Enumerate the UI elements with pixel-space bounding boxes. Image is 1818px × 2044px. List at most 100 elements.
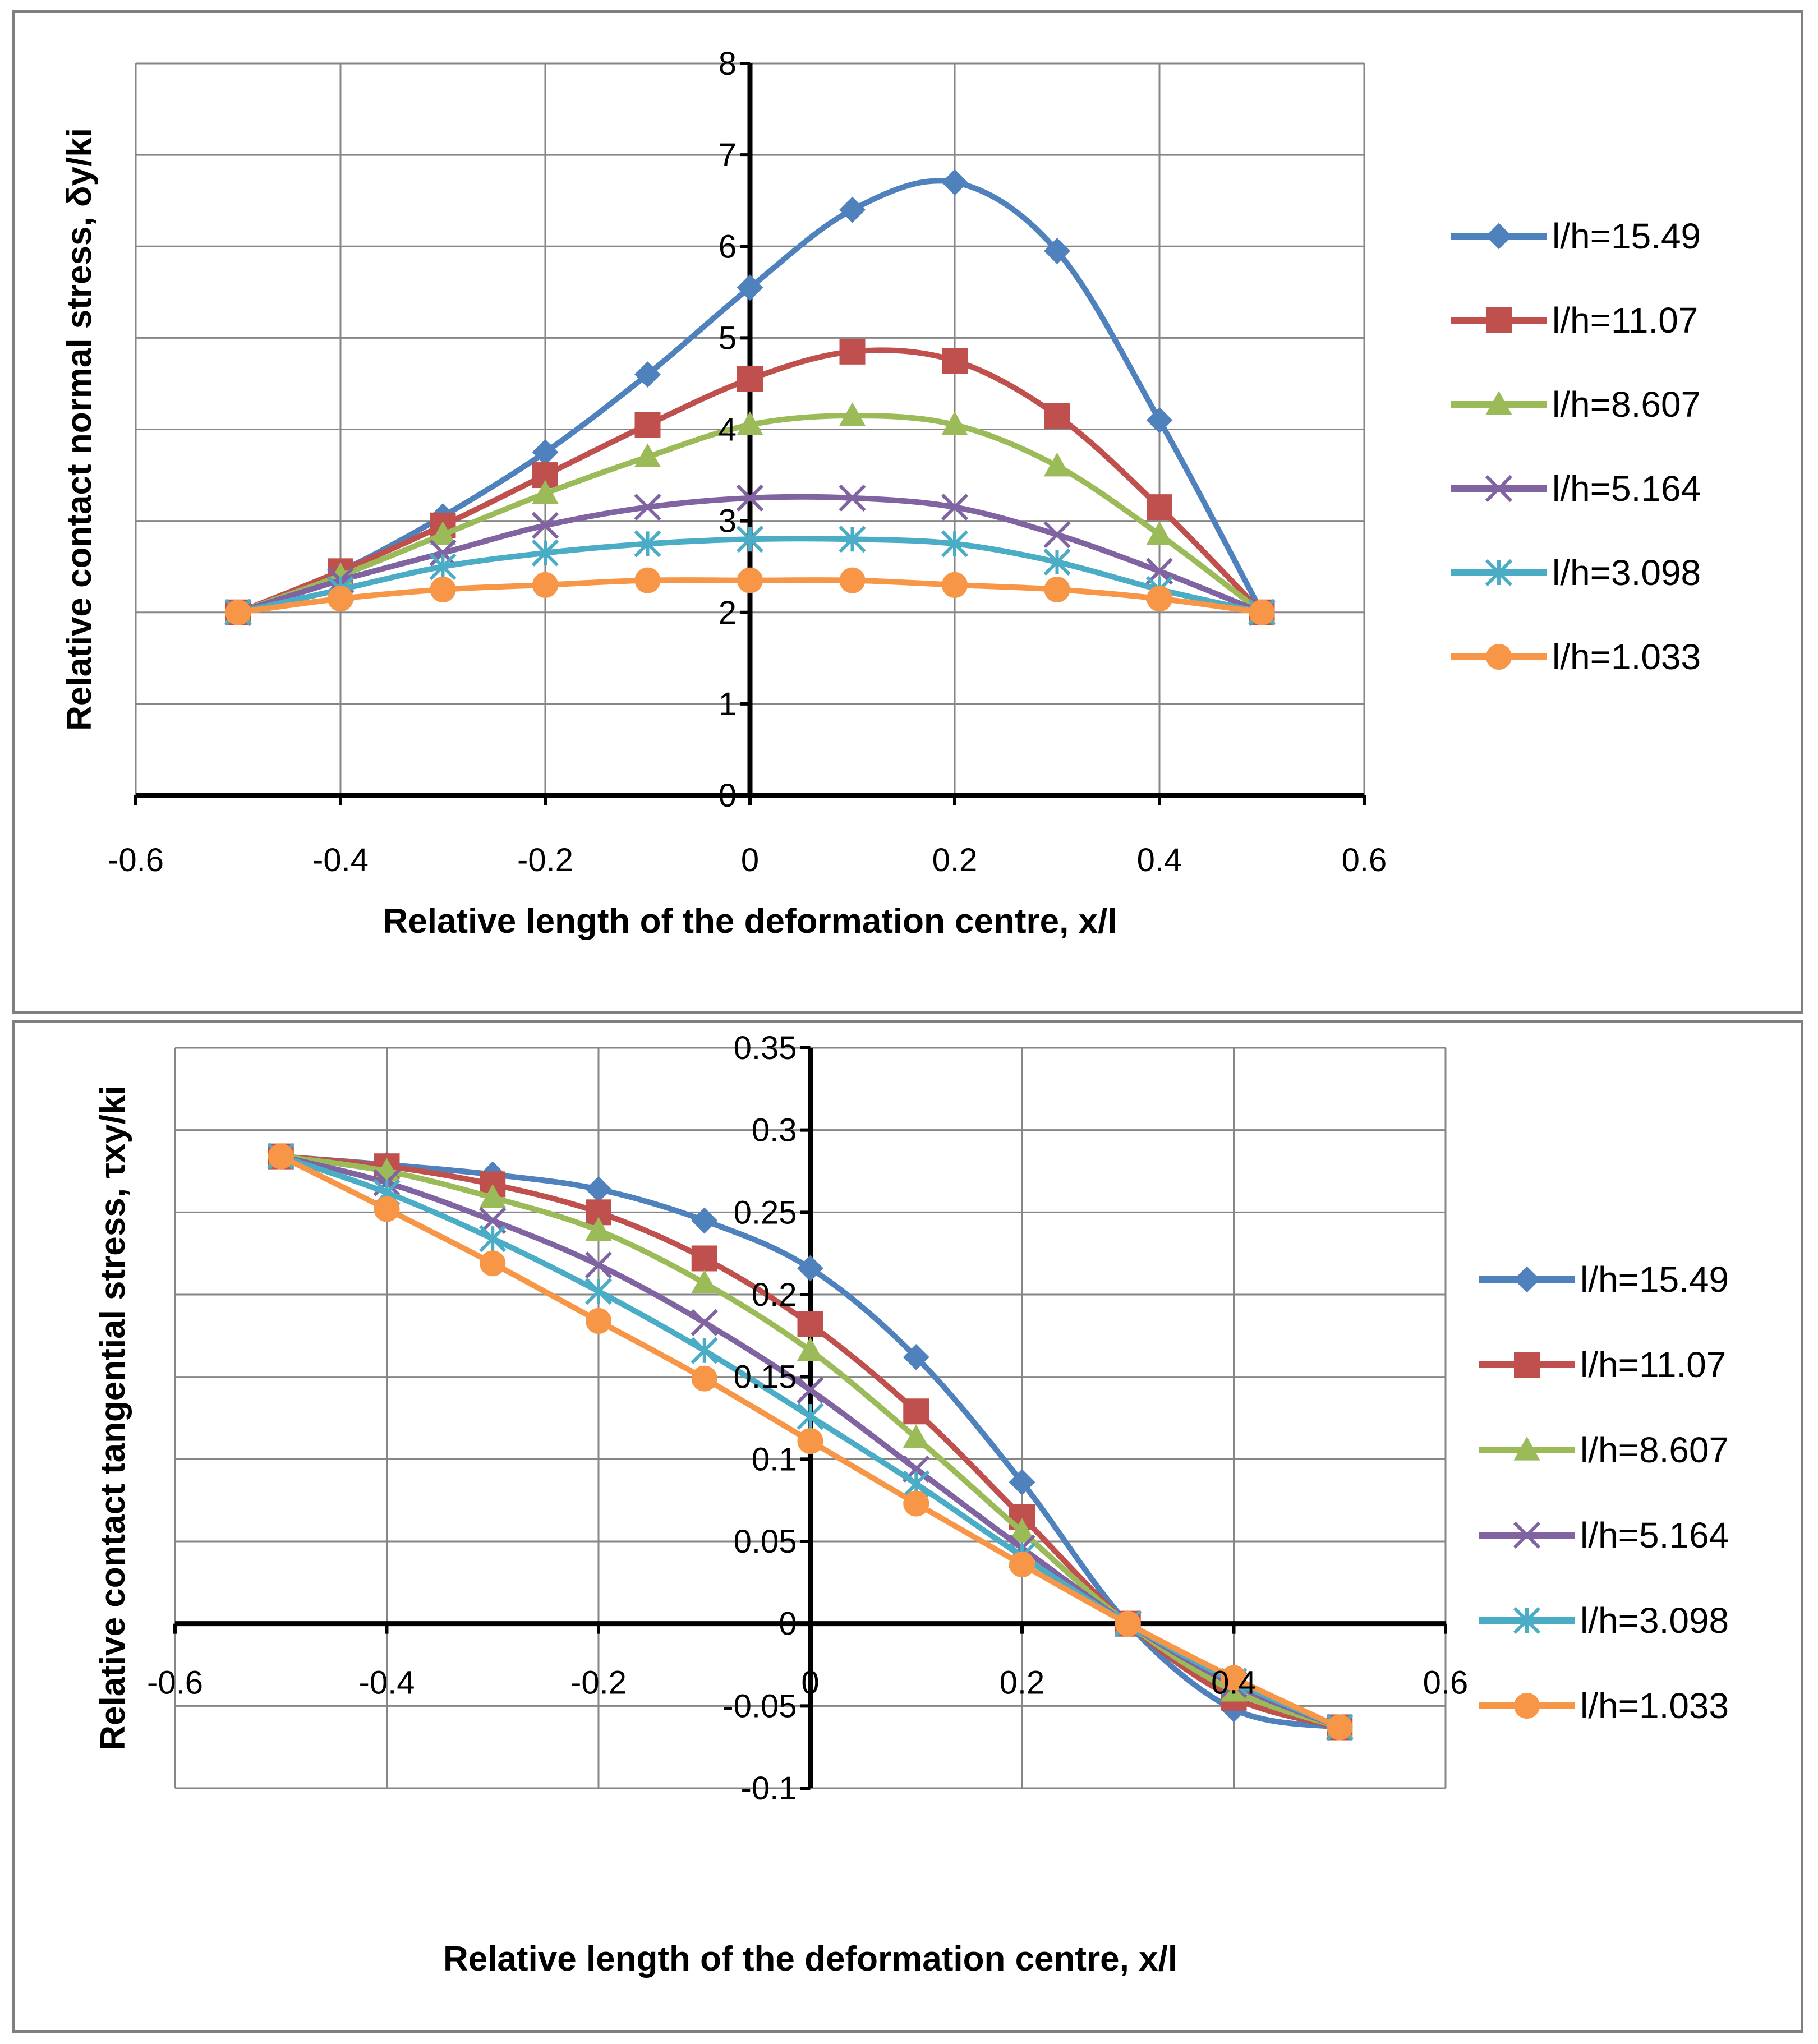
data-point-l-h-1-033 <box>1221 1665 1247 1691</box>
legend-label: l/h=1.033 <box>1580 1686 1729 1726</box>
data-point-l-h-8-607 <box>479 1184 506 1208</box>
legend-label: l/h=3.098 <box>1552 553 1701 593</box>
data-point-l-h-15-49 <box>903 1344 929 1370</box>
y-tick-label: 0.25 <box>734 1194 797 1231</box>
data-point-l-h-1-033 <box>1249 599 1275 625</box>
legend-item-l-h-1-033: l/h=1.033 <box>1479 1686 1729 1726</box>
data-point-l-h-5-164 <box>584 1251 613 1279</box>
data-point-l-h-8-607 <box>941 411 968 435</box>
x-axis-title: Relative length of the deformation centr… <box>383 902 1117 941</box>
x-tick-label: 0.4 <box>1137 842 1182 878</box>
chart-panel-tangential-stress: -0.6 -0.4 -0.2 0 0.2 0.4 0.6 -0.1 -0.05 0 0.05 0.1 0… <box>12 1020 1803 2033</box>
y-tick-label: -0.1 <box>741 1770 797 1807</box>
legend-label: l/h=15.49 <box>1552 216 1701 256</box>
data-point-l-h-11-07 <box>839 338 866 365</box>
legend-label: l/h=5.164 <box>1552 468 1701 509</box>
data-point-l-h-8-607 <box>1043 452 1071 477</box>
legend-item-l-h-8-607: l/h=8.607 <box>1479 1430 1729 1470</box>
data-point-l-h-8-607 <box>1146 521 1173 545</box>
legend-label: l/h=3.098 <box>1580 1600 1729 1641</box>
data-point-l-h-5-164 <box>839 484 866 512</box>
legend-marker <box>1513 1436 1540 1461</box>
data-point-l-h-11-07 <box>737 366 763 392</box>
data-point-l-h-1-033 <box>839 567 866 593</box>
data-point-l-h-15-49 <box>585 1176 612 1203</box>
data-point-l-h-11-07 <box>634 412 661 438</box>
x-tick-label: -0.6 <box>147 1665 203 1701</box>
legend-item-l-h-15-49: l/h=15.49 <box>1451 216 1701 256</box>
legend-item-l-h-5-164: l/h=5.164 <box>1451 468 1701 509</box>
data-point-l-h-15-49 <box>691 1207 718 1234</box>
data-point-l-h-5-164 <box>691 1309 718 1336</box>
data-point-l-h-8-607 <box>737 411 763 435</box>
data-point-l-h-15-49 <box>1146 407 1173 434</box>
y-tick-label: 7 <box>719 137 737 173</box>
y-tick-label: 0.2 <box>752 1277 797 1313</box>
data-point-l-h-1-033 <box>374 1196 400 1222</box>
series-line-l-h-15-49 <box>237 178 1264 615</box>
data-point-l-h-3-098 <box>941 530 969 558</box>
series-l-h-1-033 <box>225 567 1275 625</box>
legend-marker <box>1486 644 1512 670</box>
data-point-l-h-3-098 <box>691 1337 718 1364</box>
x-tick-label: 0.2 <box>1000 1665 1045 1701</box>
series-l-h-8-607 <box>224 402 1276 623</box>
data-point-l-h-3-098 <box>429 553 457 581</box>
data-point-l-h-8-607 <box>797 1337 824 1361</box>
data-point-l-h-8-607 <box>1009 1518 1035 1542</box>
y-tick-label: 3 <box>719 503 737 540</box>
data-point-l-h-1-033 <box>1115 1610 1141 1637</box>
data-point-l-h-15-49 <box>634 361 661 388</box>
legend-marker <box>1514 1352 1540 1378</box>
data-point-l-h-1-033 <box>691 1365 717 1392</box>
data-point-l-h-5-164 <box>736 484 764 512</box>
data-point-l-h-1-033 <box>480 1250 506 1277</box>
y-tick-label: 4 <box>719 412 737 448</box>
legend-item-l-h-15-49: l/h=15.49 <box>1479 1259 1729 1300</box>
data-point-l-h-3-098 <box>797 1402 824 1430</box>
legend-marker <box>1485 390 1512 415</box>
data-point-l-h-5-164 <box>634 494 661 521</box>
x-tick-label: 0 <box>801 1665 819 1701</box>
y-tick-label: 6 <box>719 228 737 265</box>
y-tick-label: 0 <box>779 1606 797 1642</box>
data-point-l-h-1-033 <box>586 1308 611 1334</box>
x-tick-label: 0.2 <box>932 842 978 878</box>
data-point-l-h-1-033 <box>532 572 558 598</box>
legend-label: l/h=5.164 <box>1580 1515 1729 1555</box>
series-l-h-1-033 <box>268 1143 1353 1741</box>
data-point-l-h-15-49 <box>1009 1468 1035 1495</box>
data-point-l-h-5-164 <box>1043 521 1071 549</box>
data-point-l-h-15-49 <box>797 1255 823 1282</box>
legend-marker <box>1485 223 1512 250</box>
data-point-l-h-1-033 <box>942 572 968 598</box>
x-tick-label: -0.4 <box>312 842 369 878</box>
y-axis-title: Relative contact tangential stress, τxy/… <box>94 1085 132 1750</box>
legend-item-l-h-1-033: l/h=1.033 <box>1451 637 1701 677</box>
legend-marker <box>1513 1521 1541 1549</box>
tangential-stress-chart: -0.6 -0.4 -0.2 0 0.2 0.4 0.6-0.1-0.0500.050.10… <box>94 1030 1729 1978</box>
data-point-l-h-11-07 <box>903 1398 929 1425</box>
data-point-l-h-15-49 <box>1044 237 1070 264</box>
legend-label: l/h=1.033 <box>1552 637 1701 677</box>
legend-item-l-h-8-607: l/h=8.607 <box>1451 384 1701 425</box>
y-tick-label: 1 <box>719 686 737 722</box>
x-axis-title: Relative length of the deformation centr… <box>443 1940 1177 1978</box>
legend: l/h=15.49 l/h=11.07 l/h=8.607 l/h=5.164 l/h=… <box>1451 216 1701 677</box>
data-point-l-h-15-49 <box>737 274 763 301</box>
data-point-l-h-1-033 <box>1044 576 1070 602</box>
y-tick-label: 8 <box>719 45 737 82</box>
data-point-l-h-5-164 <box>531 512 559 539</box>
legend-marker <box>1485 559 1513 587</box>
x-tick-label: 0 <box>741 842 759 878</box>
data-point-l-h-3-098 <box>839 526 866 553</box>
legend-label: l/h=8.607 <box>1552 384 1701 425</box>
y-tick-label: 0 <box>719 777 737 814</box>
data-point-l-h-1-033 <box>1327 1714 1353 1741</box>
data-point-l-h-3-098 <box>584 1278 613 1305</box>
y-tick-label: -0.05 <box>722 1688 797 1724</box>
legend-item-l-h-3-098: l/h=3.098 <box>1479 1600 1729 1641</box>
x-tick-label: -0.2 <box>517 842 573 878</box>
data-point-l-h-1-033 <box>737 567 763 593</box>
legend-label: l/h=15.49 <box>1580 1259 1729 1300</box>
